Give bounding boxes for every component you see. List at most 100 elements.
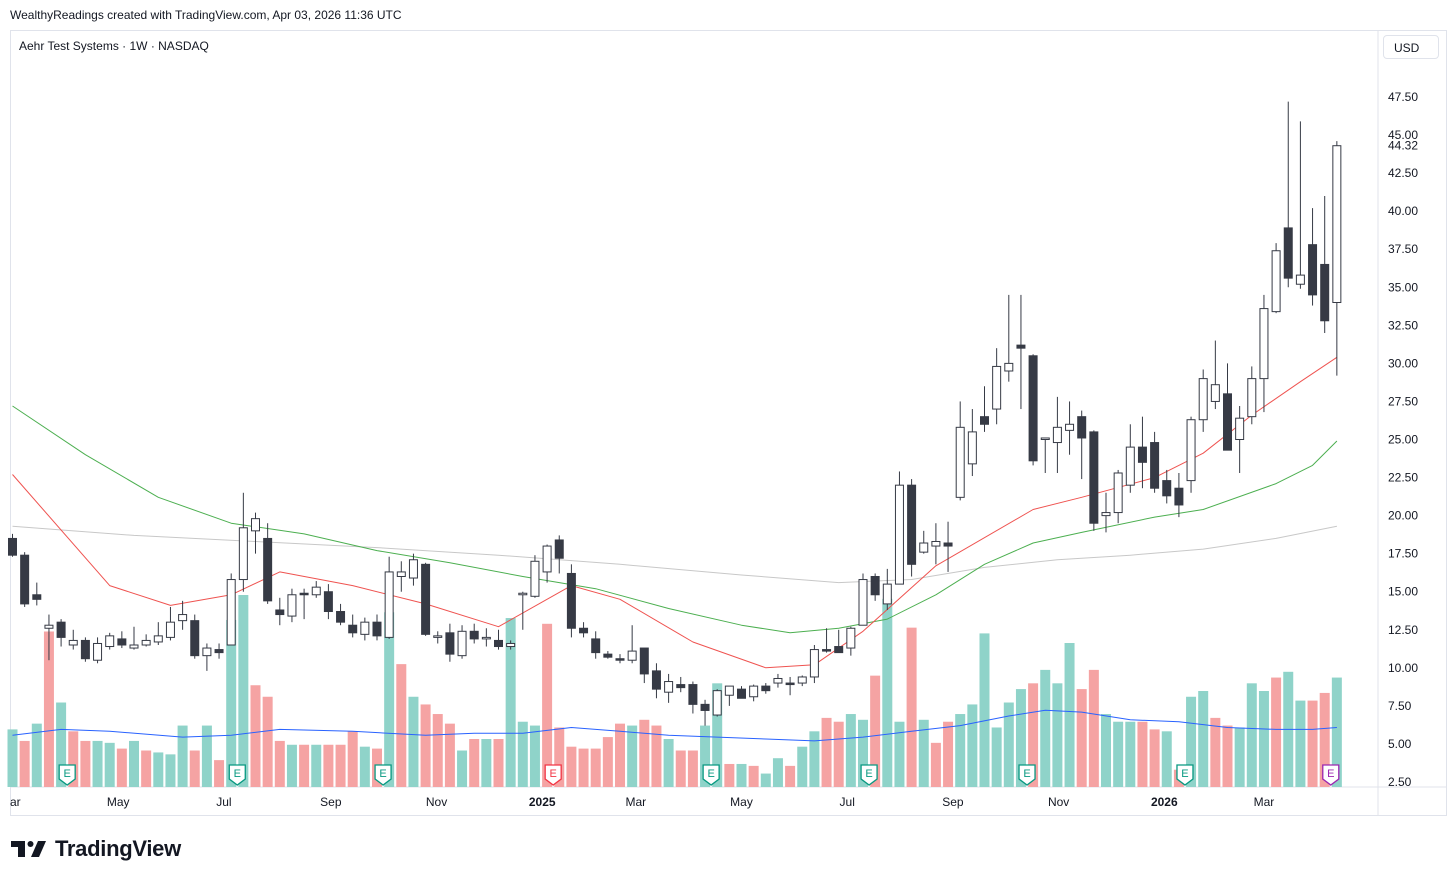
tradingview-logo-icon	[11, 841, 46, 857]
earnings-badge	[544, 764, 562, 786]
earnings-marker[interactable]: E	[1018, 764, 1036, 786]
volume-bar	[469, 739, 480, 787]
earnings-label: E	[865, 768, 872, 780]
volume-bar	[347, 731, 358, 787]
time-tick-label: 2025	[529, 795, 556, 809]
ma-gray-line	[12, 525, 1337, 584]
volume-bar	[542, 623, 553, 787]
symbol-title: Aehr Test Systems · 1W · NASDAQ	[19, 39, 209, 53]
candle-body	[1101, 512, 1111, 517]
earnings-badge	[702, 764, 720, 786]
earnings-label: E	[379, 768, 386, 780]
price-tick-label: 10.00	[1388, 661, 1418, 675]
candle-body	[153, 635, 163, 643]
candle-body	[980, 416, 989, 425]
volume-bar	[311, 744, 322, 787]
candle-body	[712, 690, 722, 716]
volume-bar	[772, 758, 783, 787]
price-tick-label: 7.50	[1388, 699, 1412, 713]
volume-bar	[663, 739, 674, 787]
candle-body	[56, 621, 66, 638]
candle-body	[481, 636, 491, 640]
candle-body	[664, 681, 674, 693]
volume-bar	[68, 731, 79, 787]
volume-bar	[43, 631, 54, 787]
currency-button[interactable]: USD	[1383, 35, 1439, 59]
volume-bar	[481, 739, 492, 787]
volume-bar	[529, 725, 540, 787]
volume-bar	[943, 721, 954, 787]
candle-body	[1259, 308, 1269, 380]
earnings-marker[interactable]: E	[702, 764, 720, 786]
earnings-marker[interactable]: E	[1176, 764, 1194, 786]
candle-body	[919, 542, 929, 553]
candle-body	[1040, 437, 1050, 441]
volume-bar	[1210, 717, 1221, 787]
time-tick-label: Jul	[216, 795, 231, 809]
chart-panel	[10, 30, 1447, 816]
candle-body	[1271, 250, 1281, 313]
earnings-marker[interactable]: E	[58, 764, 76, 786]
candle-body	[1028, 355, 1038, 462]
volume-bar	[153, 752, 164, 787]
volume-bar	[578, 748, 589, 787]
candle-body	[931, 540, 941, 547]
earnings-badge	[860, 764, 878, 786]
volume-bar	[1088, 669, 1099, 787]
volume-bar	[444, 723, 455, 787]
volume-bar	[7, 729, 18, 787]
candle-body	[1283, 227, 1293, 279]
candle-body	[190, 620, 200, 657]
time-tick-label: Sep	[320, 795, 342, 809]
volume-bar	[165, 754, 176, 787]
volume-bar	[226, 619, 237, 787]
candle-body	[445, 632, 455, 655]
candle-body	[202, 647, 212, 657]
volume-bar	[1015, 689, 1026, 787]
volume-bar	[129, 740, 139, 787]
candle-body	[1004, 362, 1014, 372]
earnings-label: E	[550, 768, 557, 780]
earnings-badge	[1176, 764, 1194, 786]
earnings-marker[interactable]: E	[374, 764, 392, 786]
earnings-badge	[228, 764, 246, 786]
candle-body	[882, 583, 892, 605]
volume-bars	[7, 595, 1342, 787]
candle-body	[348, 624, 358, 634]
candle-body	[506, 642, 516, 648]
earnings-marker[interactable]: E	[1322, 764, 1340, 786]
candle-body	[494, 639, 503, 648]
candle-body	[676, 684, 686, 689]
earnings-marker[interactable]: E	[228, 764, 246, 786]
candle-body	[129, 644, 139, 649]
candle-body	[421, 563, 431, 635]
volume-bar	[1137, 721, 1148, 787]
volume-bar	[615, 723, 625, 787]
price-tick-label: 15.00	[1388, 585, 1418, 599]
volume-bar	[359, 746, 370, 787]
candle-body	[579, 627, 589, 634]
earnings-badge	[1322, 764, 1340, 786]
volume-bar	[116, 748, 127, 787]
candle-body	[554, 539, 564, 559]
volume-bar	[1161, 731, 1172, 787]
price-tick-label: 27.50	[1388, 394, 1418, 408]
tradingview-logo[interactable]: TradingView	[11, 836, 181, 862]
price-tick-label: 12.50	[1388, 623, 1418, 637]
volume-bar	[1331, 677, 1342, 787]
chart-caption: WealthyReadings created with TradingView…	[10, 8, 402, 22]
volume-bar	[104, 742, 115, 787]
volume-bar	[712, 683, 723, 787]
candle-body	[165, 621, 175, 638]
price-tick-label: 30.00	[1388, 356, 1418, 370]
candle-body	[1125, 446, 1135, 486]
price-tick-label: 40.00	[1388, 204, 1418, 218]
volume-bar	[238, 595, 249, 787]
earnings-marker[interactable]: E	[860, 764, 878, 786]
volume-bar	[19, 740, 30, 787]
earnings-marker[interactable]: E	[544, 764, 562, 786]
candle-body	[518, 592, 528, 596]
candle-body	[542, 545, 552, 573]
earnings-label: E	[1023, 768, 1030, 780]
